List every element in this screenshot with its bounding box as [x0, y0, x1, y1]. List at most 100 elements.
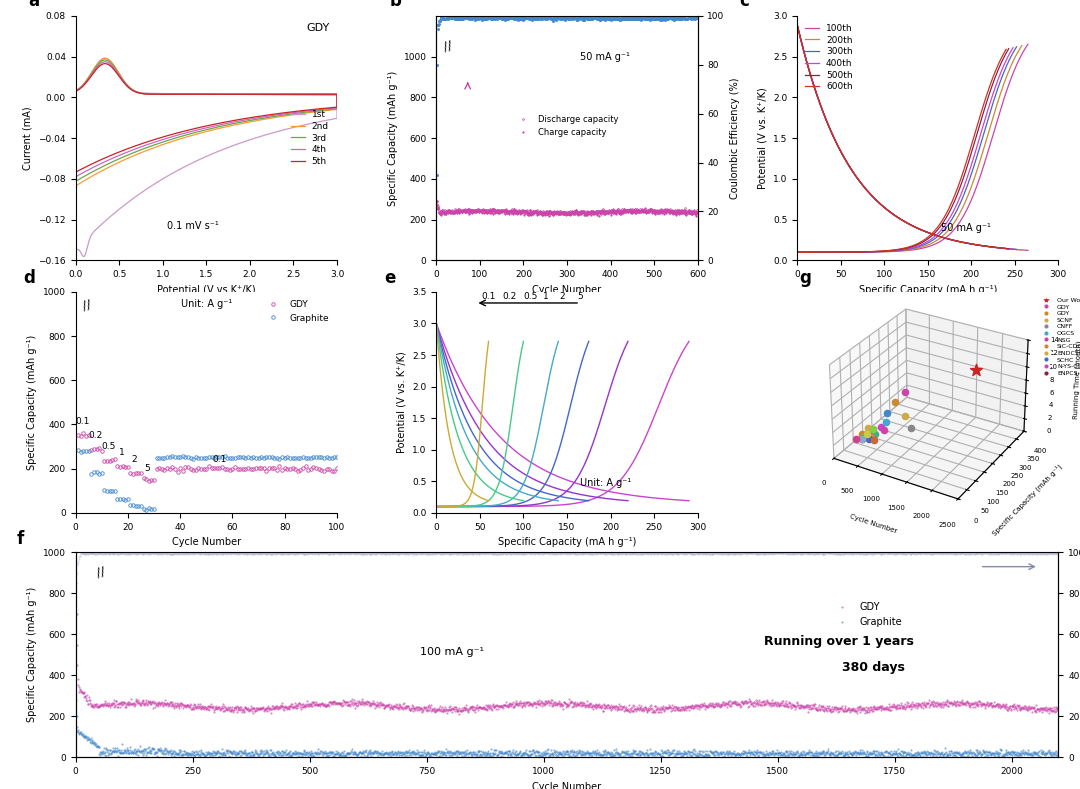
- 600th: [804, 67, 816, 77]
- Text: 0.5: 0.5: [102, 442, 116, 451]
- CE: [476, 12, 489, 21]
- 100th: [1002, 244, 1015, 253]
- 200th: [1015, 245, 1028, 255]
- X-axis label: Cycle Number: Cycle Number: [532, 285, 602, 294]
- X-axis label: Cycle Number: Cycle Number: [172, 537, 241, 547]
- Line: 4th: 4th: [77, 62, 337, 176]
- 3rd: [243, 116, 256, 125]
- Text: 1: 1: [543, 292, 549, 301]
- 600th: [982, 241, 995, 251]
- 3rd: [163, 89, 176, 99]
- Text: 0.2: 0.2: [89, 431, 103, 439]
- 5: [440, 502, 453, 511]
- Line: 0.5: 0.5: [436, 342, 558, 507]
- 600th: [1000, 244, 1013, 253]
- GDY: [634, 703, 647, 712]
- 0.2: [510, 380, 523, 389]
- 400th: [848, 170, 861, 179]
- Y-axis label: Specific Capacity (mAh g⁻¹): Specific Capacity (mAh g⁻¹): [388, 70, 399, 206]
- 2: [442, 502, 455, 511]
- 2: [430, 502, 443, 511]
- Y-axis label: Potential (V vs. K⁺/K): Potential (V vs. K⁺/K): [757, 88, 768, 189]
- CE: [605, 15, 618, 24]
- 400th: [996, 244, 1009, 253]
- GDY: [211, 463, 224, 473]
- GDY: [859, 709, 872, 718]
- Text: 0.1: 0.1: [75, 417, 90, 427]
- 200th: [799, 54, 812, 64]
- 300th: [991, 243, 1004, 252]
- 2nd: [70, 86, 83, 95]
- 300th: [799, 54, 812, 63]
- 4th: [283, 108, 296, 118]
- Charge capacity: [584, 210, 597, 219]
- Y-axis label: Specific Capacity (mAh g⁻¹): Specific Capacity (mAh g⁻¹): [27, 335, 38, 470]
- Graphite: [132, 502, 145, 511]
- GDY: [970, 700, 983, 709]
- 2: [465, 502, 478, 511]
- 2nd: [205, 89, 218, 99]
- 2: [612, 359, 625, 368]
- 600th: [791, 19, 804, 28]
- 5th: [283, 107, 296, 117]
- Text: 2: 2: [559, 292, 565, 301]
- Discharge capacity: [476, 204, 489, 214]
- X-axis label: Cycle Number: Cycle Number: [849, 513, 897, 534]
- Line: 0.2: 0.2: [436, 342, 524, 507]
- Graphite: [139, 505, 152, 514]
- Graphite: [970, 745, 983, 754]
- Text: b: b: [389, 0, 401, 10]
- 1: [458, 502, 471, 511]
- 500th: [791, 19, 804, 28]
- Discharge capacity: [627, 205, 640, 215]
- Text: d: d: [24, 269, 36, 287]
- Text: 0.1 mV s⁻¹: 0.1 mV s⁻¹: [167, 221, 219, 231]
- 100th: [1022, 245, 1035, 255]
- CE: [621, 11, 634, 21]
- Text: f: f: [16, 530, 24, 548]
- Text: //: //: [81, 297, 93, 312]
- 0.1: [440, 502, 453, 511]
- 1st: [70, 85, 83, 95]
- Text: 5: 5: [577, 292, 583, 301]
- Discharge capacity: [584, 208, 597, 218]
- 4th: [198, 124, 211, 133]
- GDY: [77, 428, 90, 438]
- GDY: [124, 469, 137, 478]
- Line: 400th: 400th: [797, 24, 1013, 249]
- 300th: [804, 69, 816, 79]
- 5th: [307, 89, 320, 99]
- Graphite: [312, 452, 325, 462]
- 0.2: [517, 337, 530, 346]
- Text: 2: 2: [132, 455, 137, 464]
- 3rd: [70, 86, 83, 95]
- 5: [476, 502, 489, 511]
- 2: [437, 502, 450, 511]
- 1: [582, 337, 595, 346]
- CE: [430, 170, 443, 180]
- 5: [445, 502, 458, 511]
- 200th: [791, 19, 804, 28]
- 0.1: [430, 502, 443, 511]
- 100th: [791, 19, 804, 28]
- Line: GDY: GDY: [77, 431, 339, 483]
- 4th: [307, 89, 320, 99]
- CE: [498, 13, 511, 22]
- Line: Graphite: Graphite: [77, 448, 339, 511]
- 0.1: [480, 359, 492, 368]
- 0.2: [446, 502, 459, 511]
- 5: [430, 502, 443, 511]
- 5th: [98, 59, 111, 69]
- Graphite: [320, 452, 333, 462]
- 0.5: [437, 502, 450, 511]
- Graphite: [1052, 746, 1065, 756]
- 4th: [98, 57, 111, 66]
- 1: [430, 502, 443, 511]
- 5th: [163, 89, 176, 99]
- Legend: 100th, 200th, 300th, 400th, 500th, 600th: 100th, 200th, 300th, 400th, 500th, 600th: [801, 21, 856, 95]
- 3rd: [98, 55, 111, 65]
- 2nd: [307, 89, 320, 99]
- Line: 5th: 5th: [77, 64, 337, 172]
- 3rd: [283, 110, 296, 119]
- 1st: [77, 252, 90, 261]
